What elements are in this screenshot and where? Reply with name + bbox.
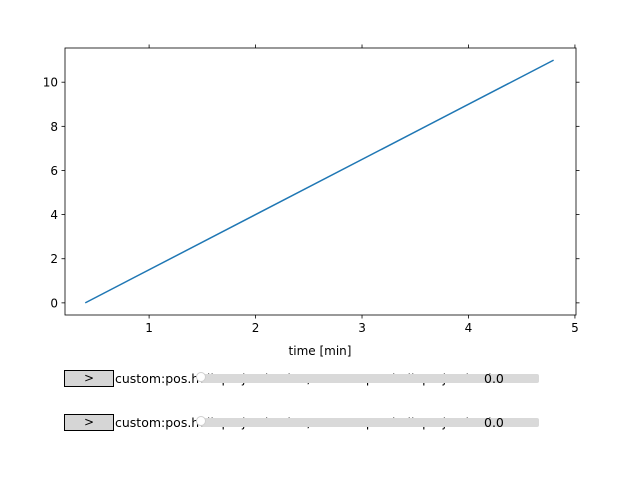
slider-track[interactable] [201, 374, 539, 383]
play-button[interactable]: > [64, 370, 114, 387]
axes-frame [64, 47, 577, 316]
x-tick-label: 2 [252, 321, 260, 335]
play-button[interactable]: > [64, 414, 114, 431]
x-axis-label: time [min] [289, 344, 352, 358]
slider-value: 0.0 [484, 415, 504, 430]
slider-row-2: > custom:pos.helioprojective.lat / custo… [64, 413, 624, 433]
y-tick-label: 8 [50, 120, 58, 134]
slider-handle[interactable] [196, 372, 206, 382]
x-tick-label: 5 [571, 321, 579, 335]
slider-track[interactable] [201, 418, 539, 427]
x-tick-label: 4 [465, 321, 473, 335]
series-line-1 [84, 59, 554, 304]
x-tick-label: 3 [358, 321, 366, 335]
y-tick-label: 0 [50, 296, 58, 310]
slider-row-1: > custom:pos.helioprojective.lat / custo… [64, 369, 624, 389]
slider-value: 0.0 [484, 371, 504, 386]
y-tick-label: 4 [50, 208, 58, 222]
plot-area: 1 2 3 4 5 0 2 4 6 8 10 [43, 44, 580, 335]
y-tick-label: 2 [50, 252, 58, 266]
slider-handle[interactable] [196, 416, 206, 426]
x-tick-label: 1 [145, 321, 153, 335]
y-tick-label: 6 [50, 164, 58, 178]
y-tick-label: 10 [43, 76, 58, 90]
